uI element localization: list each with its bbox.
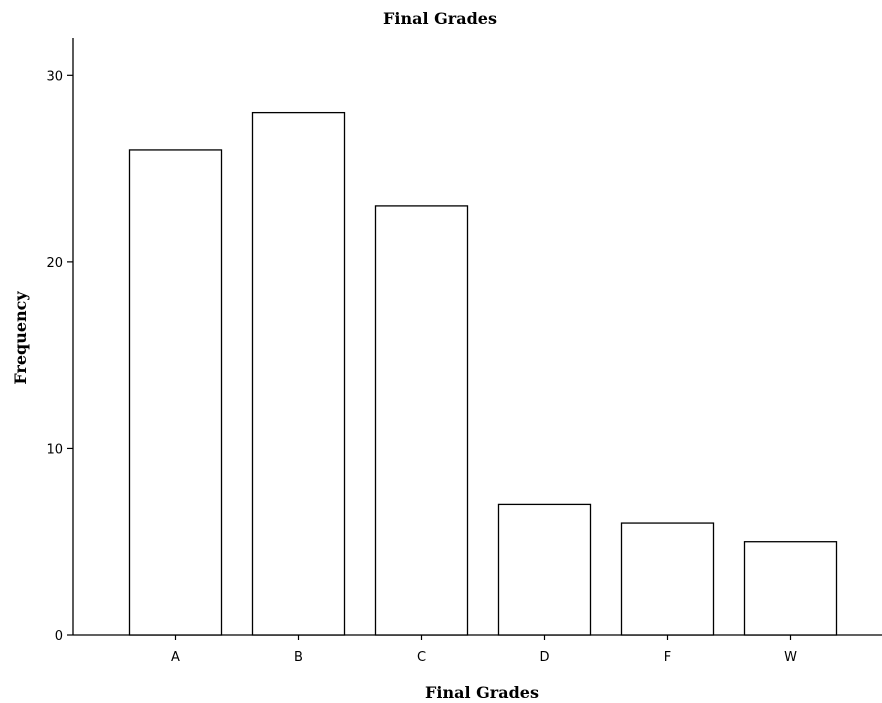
bars [128,111,838,636]
y-axis-label: Frequency [11,291,30,385]
bar-w [743,541,838,636]
x-axis-label: Final Grades [425,683,539,702]
y-axis: 0 10 20 30 [46,38,74,644]
x-tick-label: C [417,650,426,665]
bar-d [497,503,592,636]
y-tick-label: 10 [46,442,63,457]
bar-f [620,522,715,636]
bar-c [374,205,469,636]
chart-title: Final Grades [383,9,497,28]
bar-a [128,149,223,636]
x-tick-label: F [664,650,671,665]
y-tick-label: 0 [55,629,63,644]
x-tick-label: B [294,650,303,665]
y-tick-label: 20 [46,256,63,271]
y-tick-label: 30 [46,69,63,84]
x-tick-label: W [784,650,797,665]
x-tick-label: D [539,650,549,665]
bar-b [251,111,346,636]
x-tick-label: A [171,650,180,665]
